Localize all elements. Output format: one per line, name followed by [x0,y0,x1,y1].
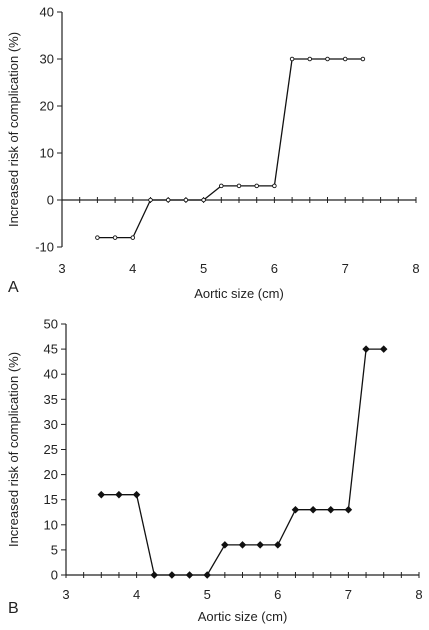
x-tick-label: 5 [204,587,211,602]
data-point [203,571,211,579]
y-tick-label: 30 [40,52,54,67]
y-axis-title: Increased risk of complication (%) [6,32,21,227]
x-tick-label: 4 [133,587,140,602]
series-line [97,58,363,239]
y-tick-label: 5 [51,542,58,557]
data-point [256,541,264,549]
data-point [132,490,141,499]
data-point [307,56,313,62]
y-tick-label: 40 [44,367,58,382]
data-point [150,571,159,579]
x-tick-label: 6 [274,587,281,602]
y-tick-label: 45 [44,342,58,357]
data-point [95,235,100,240]
y-tick-label: 10 [44,517,58,532]
y-tick-label: 20 [40,99,54,114]
data-point [325,56,330,62]
x-axis-title: Aortic size (cm) [198,609,288,624]
x-tick-label: 4 [129,261,136,276]
data-point [238,541,247,549]
data-point [185,571,194,579]
chart-panel-a: -10 0 10 20 30 40 3 4 5 6 7 8 Aortic size (cm) Increa… [6,5,420,302]
data-point [289,56,295,62]
data-point [130,235,136,240]
data-point [379,345,388,353]
data-point [112,235,118,240]
data-point [274,541,282,549]
y-tick-label: 50 [44,317,58,332]
panel-label: A [8,279,19,296]
x-axis-title: Aortic size (cm) [194,286,284,301]
data-point [168,571,176,579]
data-point [183,197,189,203]
y-tick-label: 25 [44,442,58,457]
data-point [342,56,348,62]
y-tick-label: 0 [51,568,58,583]
data-point [115,490,123,499]
x-tick-label: 7 [345,587,352,602]
x-tick-label: 7 [342,261,349,276]
data-point [360,56,366,62]
panel-label: B [8,600,19,617]
data-point [165,197,171,203]
y-tick-label: 40 [40,5,54,20]
data-point [236,183,242,189]
data-point [97,490,106,499]
data-point [148,197,153,203]
data-point [254,183,259,189]
y-tick-label: -10 [35,240,54,255]
data-point [326,505,335,514]
data-point [221,541,229,549]
x-tick-label: 3 [58,261,65,276]
data-point [362,345,370,353]
data-point [272,183,277,189]
data-point [309,505,317,514]
y-tick-label: 10 [40,146,54,161]
y-tick-label: 20 [44,467,58,482]
y-tick-label: 0 [47,193,54,208]
y-tick-label: 15 [44,492,58,507]
data-point [201,197,206,203]
y-axis-title: Increased risk of complication (%) [6,352,21,547]
y-tick-label: 30 [44,417,58,432]
data-point [219,183,224,189]
x-tick-label: 3 [62,587,69,602]
y-tick-label: 35 [44,392,58,407]
x-tick-label: 6 [271,261,278,276]
x-tick-label: 8 [415,587,422,602]
data-point [344,505,353,514]
x-tick-label: 8 [412,261,419,276]
data-point [291,505,300,514]
x-tick-label: 5 [200,261,207,276]
